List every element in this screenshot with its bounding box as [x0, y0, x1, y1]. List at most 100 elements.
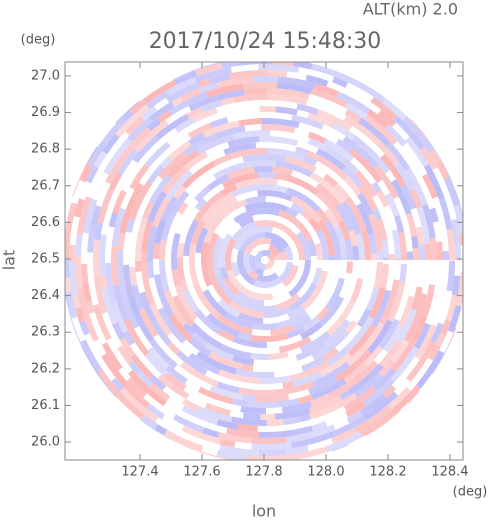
radar-cell — [250, 353, 269, 360]
radar-cell — [424, 243, 431, 261]
radar-cell — [333, 182, 351, 201]
radar-cell — [283, 245, 293, 261]
radar-cell — [242, 412, 261, 420]
radar-cell — [343, 361, 369, 384]
radar-cell — [366, 109, 390, 129]
radar-cell — [99, 274, 108, 289]
radar-cell — [190, 62, 219, 72]
radar-cell — [94, 221, 104, 241]
radar-cell — [97, 187, 115, 224]
radar-cell — [282, 380, 294, 389]
radar-cell — [354, 169, 378, 198]
radar-cell — [213, 125, 246, 140]
radar-cell — [188, 352, 221, 375]
x-tick-label: 127.4 — [121, 465, 158, 480]
radar-cell — [79, 163, 93, 183]
y-tick-label: 26.4 — [31, 288, 60, 303]
radar-cell — [216, 313, 253, 335]
radar-cell — [87, 138, 109, 167]
radar-cell — [155, 113, 190, 140]
radar-cell — [367, 213, 383, 252]
radar-cell — [171, 96, 184, 107]
radar-cell — [190, 322, 224, 350]
radar-cell — [119, 198, 137, 234]
radar-cell — [394, 259, 401, 261]
radar-cell — [231, 262, 241, 277]
radar-cell — [362, 391, 399, 421]
radar-cell — [160, 195, 179, 221]
radar-cell — [328, 256, 335, 261]
radar-cell — [430, 322, 444, 343]
radar-cell — [252, 322, 278, 330]
radar-cell — [244, 202, 288, 213]
radar-cell — [159, 260, 170, 292]
radar-cell — [438, 197, 453, 230]
y-tick-label: 26.2 — [31, 361, 60, 376]
radar-cell — [353, 360, 379, 384]
radar-cell — [82, 348, 102, 380]
radar-cell — [266, 407, 283, 414]
radar-cell — [228, 70, 266, 80]
radar-cell — [347, 324, 377, 357]
radar-cell — [232, 355, 255, 366]
radar-cell — [357, 321, 385, 356]
radar-cell — [65, 277, 72, 293]
y-tick-label: 26.5 — [31, 251, 60, 266]
radar-cell — [316, 306, 330, 321]
radar-cell — [296, 103, 319, 115]
radar-cell — [445, 168, 456, 191]
radar-cell — [138, 308, 159, 338]
radar-cell — [396, 308, 417, 344]
radar-cell — [369, 150, 391, 174]
radar-cell — [223, 277, 240, 296]
radar-cell — [388, 253, 395, 261]
radar-cell — [289, 232, 305, 261]
radar-cell — [141, 220, 154, 253]
radar-cell — [317, 219, 335, 257]
radar-cell — [356, 192, 374, 216]
radar-cell — [388, 386, 411, 410]
radar-cell — [355, 233, 365, 261]
radar-cell — [278, 261, 293, 283]
radar-cell — [252, 76, 279, 83]
radar-cell — [436, 241, 443, 261]
radar-cell — [219, 266, 230, 281]
radar-cell — [348, 148, 383, 184]
radar-cell — [422, 173, 438, 199]
radar-cell — [159, 322, 172, 337]
radar-cell — [190, 331, 209, 348]
radar-cell — [267, 252, 275, 260]
radar-cell — [415, 186, 428, 207]
radar-cell — [173, 184, 187, 200]
radar-cell — [331, 122, 356, 141]
radar-cell — [154, 424, 168, 436]
radar-cell — [221, 96, 236, 106]
radar-cell — [169, 383, 190, 400]
radar-cell — [311, 63, 353, 84]
radar-cell — [391, 338, 417, 372]
radar-cell — [244, 87, 268, 96]
radar-cell — [376, 190, 390, 208]
radar-cell — [220, 183, 238, 196]
radar-cell — [121, 110, 134, 123]
radar-cell — [311, 421, 328, 432]
radar-cell — [146, 90, 170, 109]
radar-cell — [390, 339, 410, 364]
radar-cell — [443, 177, 460, 207]
radar-cell — [119, 337, 136, 358]
radar-cell — [237, 312, 264, 324]
radar-cell — [141, 414, 158, 430]
radar-cell — [332, 415, 367, 437]
radar-cell — [274, 172, 287, 181]
radar-cell — [447, 327, 457, 347]
radar-cell — [307, 112, 335, 128]
radar-cell — [188, 92, 228, 112]
radar-cell — [65, 238, 71, 259]
radar-cell — [342, 166, 363, 188]
radar-cell — [183, 219, 199, 257]
radar-cell — [102, 133, 120, 155]
radar-cell — [327, 378, 358, 400]
radar-cell — [220, 344, 252, 359]
